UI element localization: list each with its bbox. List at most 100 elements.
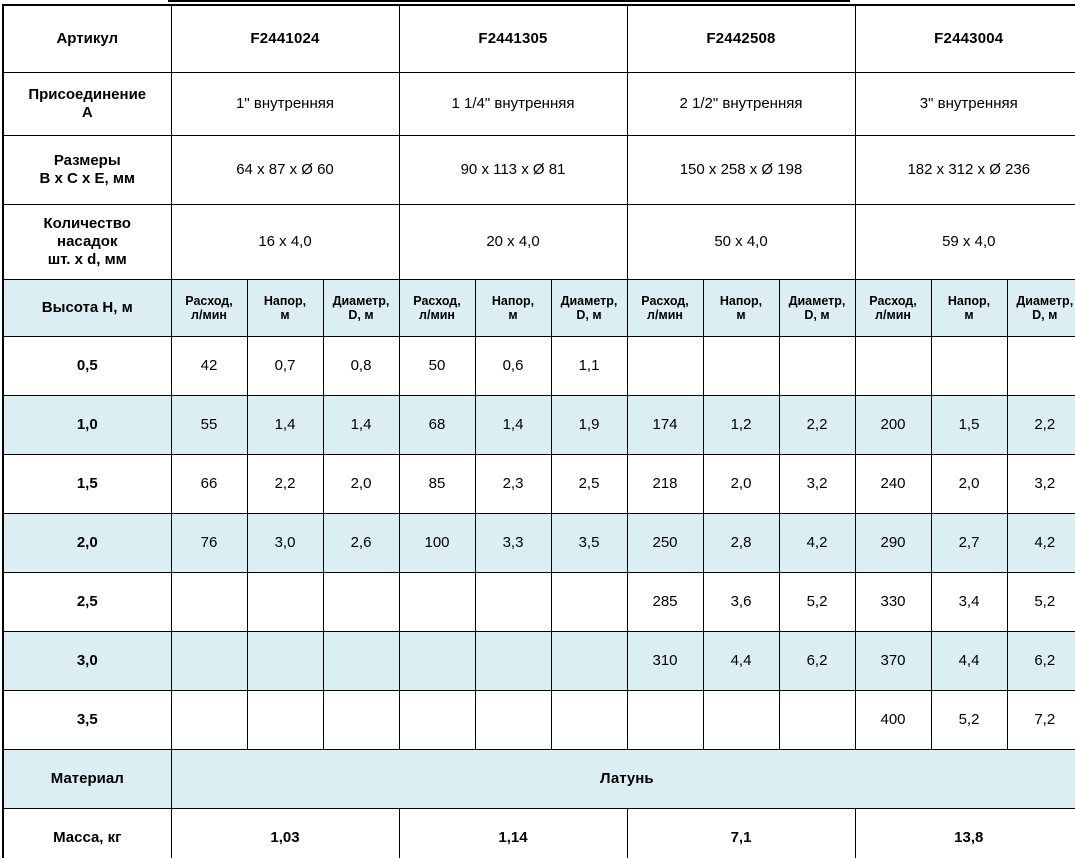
cell-2-5: 2,5 [550, 454, 628, 514]
connection-value-3: 2 1/2" внутренняя [626, 72, 856, 136]
subheader-diameter-line2-4: D, м [1032, 308, 1058, 322]
cell-6-5 [550, 690, 628, 750]
subheader-flow-3: Расход, л/мин [626, 279, 704, 337]
cell-2-1: 2,2 [246, 454, 324, 514]
cell-1-2: 1,4 [322, 395, 400, 455]
subheader-diameter-1: Диаметр, D, м [322, 279, 400, 337]
row-label-dimensions: Размеры B x C x E, мм [2, 135, 172, 205]
cell-6-8 [778, 690, 856, 750]
cell-5-11: 6,2 [1006, 631, 1075, 691]
table-row-dimensions: Размеры B x C x E, мм 64 x 87 x Ø 60 90 … [2, 135, 1075, 205]
cell-1-6: 174 [626, 395, 704, 455]
subheader-flow-2: Расход, л/мин [398, 279, 476, 337]
cell-6-1 [246, 690, 324, 750]
subheader-diameter-line1-4: Диаметр, [1016, 293, 1074, 308]
cell-1-9: 200 [854, 395, 932, 455]
cell-1-5: 1,9 [550, 395, 628, 455]
cell-4-3 [398, 572, 476, 632]
cell-2-7: 2,0 [702, 454, 780, 514]
cell-0-7 [702, 336, 780, 396]
subheader-head-1: Напор, м [246, 279, 324, 337]
cell-4-8: 5,2 [778, 572, 856, 632]
height-label-0: 0,5 [2, 336, 172, 396]
cell-5-3 [398, 631, 476, 691]
subheader-flow-line2-2: л/мин [419, 308, 455, 322]
cell-5-5 [550, 631, 628, 691]
subheader-diameter-4: Диаметр, D, м [1006, 279, 1075, 337]
subheader-head-line2-3: м [736, 308, 746, 322]
cell-3-4: 3,3 [474, 513, 552, 573]
row-label-height: Высота H, м [2, 279, 172, 337]
cell-1-11: 2,2 [1006, 395, 1075, 455]
cell-4-2 [322, 572, 400, 632]
subheader-head-line2-4: м [964, 308, 974, 322]
subheader-flow-line1-3: Расход, [641, 293, 689, 308]
cell-5-2 [322, 631, 400, 691]
cell-4-10: 3,4 [930, 572, 1008, 632]
height-label-4: 2,5 [2, 572, 172, 632]
row-label-article: Артикул [2, 4, 172, 73]
subheader-head-line2-2: м [508, 308, 518, 322]
row-label-nozzles-line3: шт. x d, мм [47, 250, 127, 268]
mass-value-1: 1,03 [170, 808, 400, 858]
subheader-head-4: Напор, м [930, 279, 1008, 337]
height-label-1: 1,0 [2, 395, 172, 455]
cell-4-0 [170, 572, 248, 632]
row-label-dimensions-line1: Размеры [53, 152, 121, 170]
dimensions-value-2: 90 x 113 x Ø 81 [398, 135, 628, 205]
cell-5-10: 4,4 [930, 631, 1008, 691]
cell-2-8: 3,2 [778, 454, 856, 514]
mass-value-4: 13,8 [854, 808, 1075, 858]
cell-1-3: 68 [398, 395, 476, 455]
cell-4-9: 330 [854, 572, 932, 632]
subheader-flow-4: Расход, л/мин [854, 279, 932, 337]
cell-5-0 [170, 631, 248, 691]
cell-3-7: 2,8 [702, 513, 780, 573]
table-row-height-3: 2,0 76 3,0 2,6 100 3,3 3,5 250 2,8 4,2 2… [2, 513, 1075, 573]
dimensions-value-1: 64 x 87 x Ø 60 [170, 135, 400, 205]
cell-2-0: 66 [170, 454, 248, 514]
subheader-head-3: Напор, м [702, 279, 780, 337]
cell-0-2: 0,8 [322, 336, 400, 396]
cell-3-3: 100 [398, 513, 476, 573]
subheader-diameter-line1-1: Диаметр, [332, 293, 390, 308]
cell-6-4 [474, 690, 552, 750]
subheader-head-2: Напор, м [474, 279, 552, 337]
table-row-height-5: 3,0 310 4,4 6,2 370 4,4 6,2 [2, 631, 1075, 691]
nozzles-value-1: 16 x 4,0 [170, 204, 400, 280]
article-f2442508[interactable]: F2442508 [626, 4, 856, 73]
subheader-diameter-line1-2: Диаметр, [560, 293, 618, 308]
row-label-nozzles-line1: Количество [43, 215, 131, 233]
cell-1-0: 55 [170, 395, 248, 455]
subheader-diameter-3: Диаметр, D, м [778, 279, 856, 337]
nozzles-value-3: 50 x 4,0 [626, 204, 856, 280]
cell-2-9: 240 [854, 454, 932, 514]
article-f2441305[interactable]: F2441305 [398, 4, 628, 73]
cell-0-0: 42 [170, 336, 248, 396]
cell-1-4: 1,4 [474, 395, 552, 455]
subheader-flow-line1-4: Расход, [869, 293, 917, 308]
cell-1-1: 1,4 [246, 395, 324, 455]
cell-0-5: 1,1 [550, 336, 628, 396]
cell-3-0: 76 [170, 513, 248, 573]
article-f2441024[interactable]: F2441024 [170, 4, 400, 73]
cell-3-9: 290 [854, 513, 932, 573]
cell-4-11: 5,2 [1006, 572, 1075, 632]
row-label-dimensions-line2: B x C x E, мм [39, 170, 136, 187]
table-row-article: Артикул F2441024 F2441305 F2442508 F2443… [2, 4, 1075, 73]
cell-0-10 [930, 336, 1008, 396]
cell-5-7: 4,4 [702, 631, 780, 691]
cell-2-10: 2,0 [930, 454, 1008, 514]
cell-0-11 [1006, 336, 1075, 396]
row-label-nozzles: Количество насадок шт. x d, мм [2, 204, 172, 280]
cell-4-6: 285 [626, 572, 704, 632]
cell-0-4: 0,6 [474, 336, 552, 396]
table-row-height-4: 2,5 285 3,6 5,2 330 3,4 5,2 [2, 572, 1075, 632]
cell-1-7: 1,2 [702, 395, 780, 455]
cell-3-6: 250 [626, 513, 704, 573]
dimensions-value-3: 150 x 258 x Ø 198 [626, 135, 856, 205]
subheader-diameter-line1-3: Диаметр, [788, 293, 846, 308]
dimensions-value-4: 182 x 312 x Ø 236 [854, 135, 1075, 205]
article-f2443004[interactable]: F2443004 [854, 4, 1075, 73]
